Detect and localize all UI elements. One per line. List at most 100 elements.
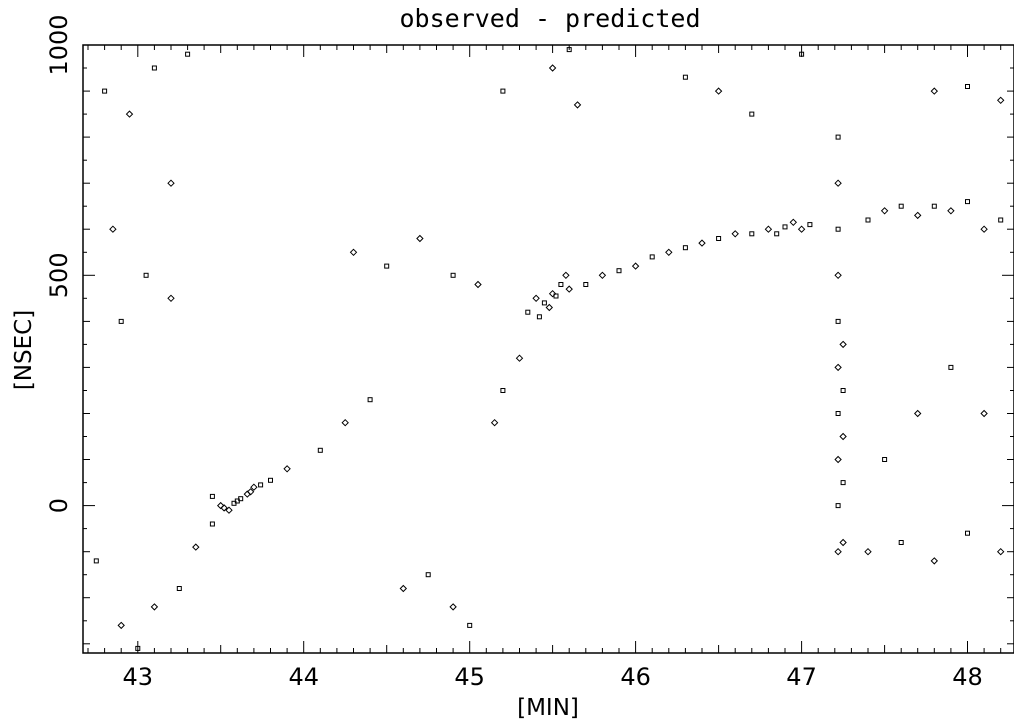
data-point [541,300,547,306]
data-point [225,506,233,514]
x-tick-label: 43 [122,663,153,691]
data-point [565,285,573,293]
data-point [835,503,841,509]
data-point [839,340,847,349]
data-point [143,272,149,278]
data-point [913,211,922,220]
data-point [880,207,889,215]
data-point [807,222,813,228]
data-point [515,354,524,362]
data-point [716,236,722,241]
data-point [839,432,847,441]
data-point [799,51,805,57]
data-point [898,203,904,209]
data-point [548,289,557,298]
data-point [467,622,473,628]
data-point [947,207,955,215]
data-point [834,179,842,187]
data-point [532,294,540,303]
y-tick-label: 500 [45,252,73,298]
data-point [965,530,970,536]
data-point [930,87,939,95]
data-point [562,271,570,280]
data-point [782,224,788,230]
data-point [835,134,841,140]
data-point [231,500,237,506]
data-point [834,455,842,464]
data-point [283,465,291,473]
y-tick-labels: 0 500 1000 [45,14,73,513]
data-point [749,231,755,237]
data-point [216,501,225,510]
data-point [840,480,846,486]
data-point [931,203,937,209]
data-point [93,558,99,564]
data-point [525,309,531,315]
data-point [317,447,323,453]
data-point [998,217,1004,223]
data-point [789,218,798,227]
data-point [500,388,506,393]
data-point [840,388,846,393]
data-point [192,543,200,551]
data-point [341,418,349,427]
data-point [965,199,970,205]
data-point [834,547,842,556]
data-point [185,51,191,57]
data-point [573,101,582,109]
data-point [238,496,244,502]
data-point [898,540,904,545]
data-point [449,603,457,611]
x-axis-label: [MIN] [517,695,579,721]
data-point [125,110,134,118]
data-point [835,318,841,324]
data-point [631,262,640,270]
data-point [980,409,988,418]
data-point [996,96,1005,105]
data-point [566,47,572,53]
data-point [545,303,554,312]
data-point [109,225,117,233]
y-tick-label: 0 [45,498,73,513]
data-point [474,280,482,289]
data-point [243,490,252,498]
y-axis-label: [NSEC] [11,310,37,390]
data-point [731,230,739,238]
data-point [834,271,842,280]
data-point [948,364,954,370]
data-point [246,488,255,496]
data-point [399,584,408,593]
data-point [698,239,706,247]
data-point [839,538,847,547]
data-point [930,557,939,565]
plot-frame [82,44,1014,654]
x-tick-label: 45 [454,663,485,691]
data-point [583,282,589,287]
x-tick-label: 48 [952,663,983,691]
data-point [882,457,888,462]
data-point [258,482,264,488]
data-point [117,621,125,630]
data-point [714,87,723,95]
axis-ticks [83,44,1014,653]
data-point [834,363,842,372]
data-point [865,217,871,223]
x-tick-labels: 43 44 45 46 47 48 [122,663,982,691]
data-point [980,225,988,233]
data-point [616,268,622,274]
data-point [835,411,841,416]
data-point [167,179,175,187]
x-tick-label: 46 [620,663,651,691]
data-point [268,477,273,483]
data-point [416,234,424,243]
data-point [176,586,182,591]
data-point [548,64,557,72]
data-point [764,225,773,233]
data-point [864,547,872,556]
data-point [649,254,655,260]
x-tick-label: 47 [786,663,817,691]
data-point [536,314,542,320]
data-point [151,65,157,71]
data-point [835,226,841,232]
